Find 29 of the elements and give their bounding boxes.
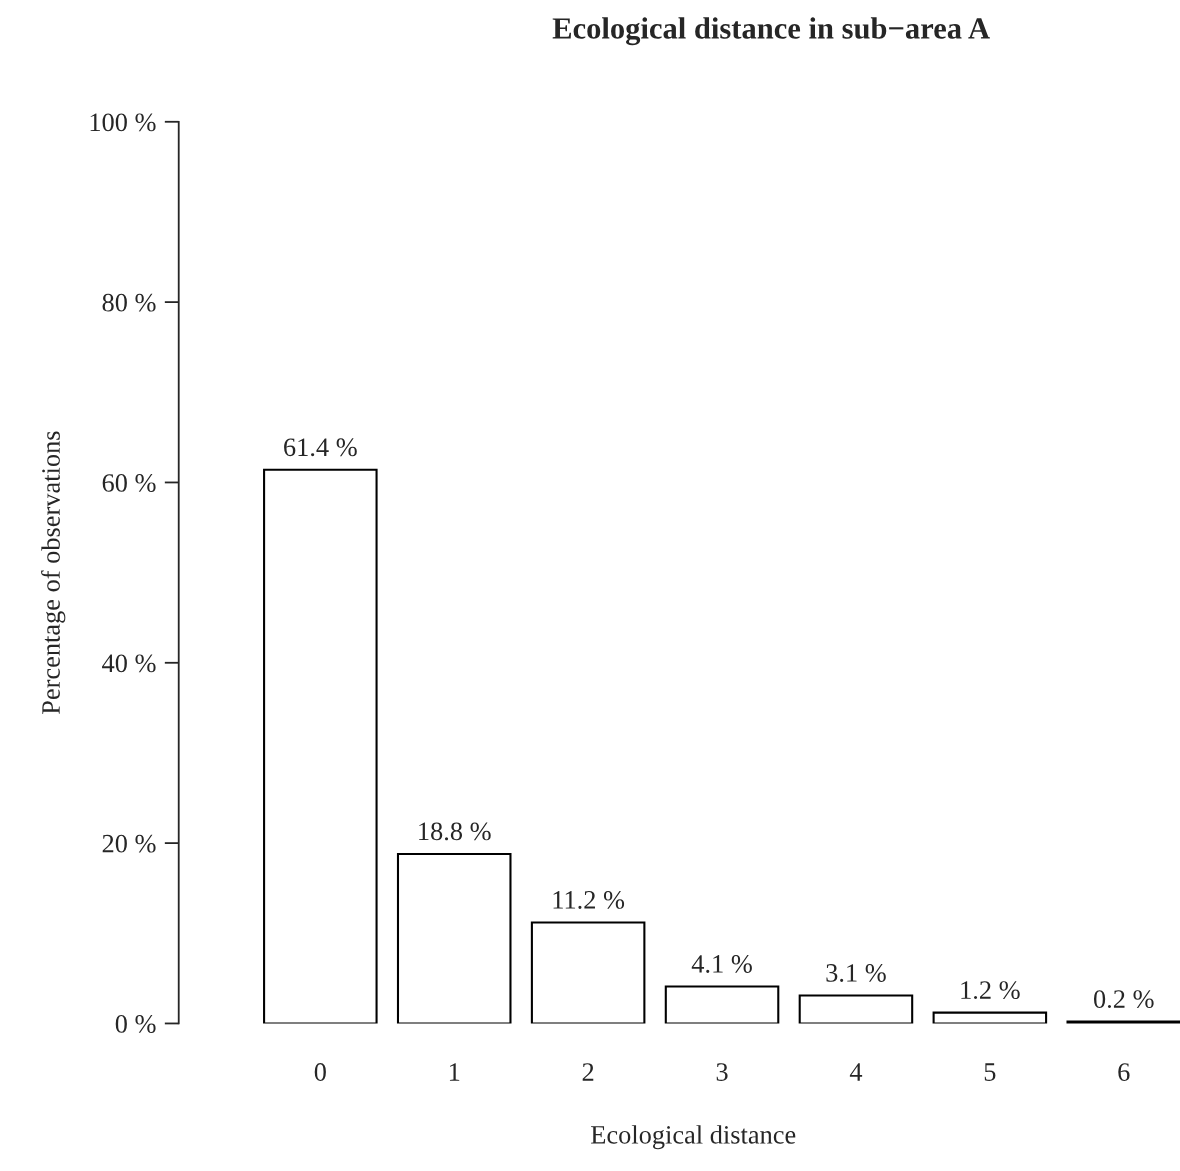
x-tick-label: 1 [449,1063,460,1081]
x-tick-label: 0 [314,1063,326,1081]
y-tick-label: 0 % [115,1015,156,1033]
data-label: 3.1 % [826,964,886,982]
bar [263,468,378,1024]
y-axis-title: Percentage of observations [41,431,66,715]
x-tick-label: 5 [984,1063,996,1081]
x-axis-title: Ecological distance [591,1125,796,1150]
y-tick-label: 60 % [102,474,156,492]
bar [396,852,512,1024]
x-tick-label: 2 [582,1063,594,1081]
data-label: 18.8 % [419,822,491,841]
data-label: 4.1 % [691,954,752,973]
x-tick-label: 4 [849,1063,863,1081]
bar [798,994,914,1024]
data-label: 1.2 % [961,981,1020,1000]
data-label: 61.4 % [284,438,357,457]
y-tick-label: 80 % [102,293,156,312]
bar [530,921,646,1024]
chart-title: Ecological distance in sub−area A [552,17,990,46]
bar [664,985,780,1024]
bar [932,1011,1048,1024]
y-tick-label: 20 % [102,834,156,853]
y-tick-label: 40 % [102,654,156,673]
data-label: 11.2 % [553,890,625,909]
data-label: 0.2 % [1093,990,1154,1009]
y-tick-label: 100 % [90,113,156,132]
x-tick-label: 6 [1118,1063,1130,1081]
x-tick-label: 3 [716,1063,728,1081]
